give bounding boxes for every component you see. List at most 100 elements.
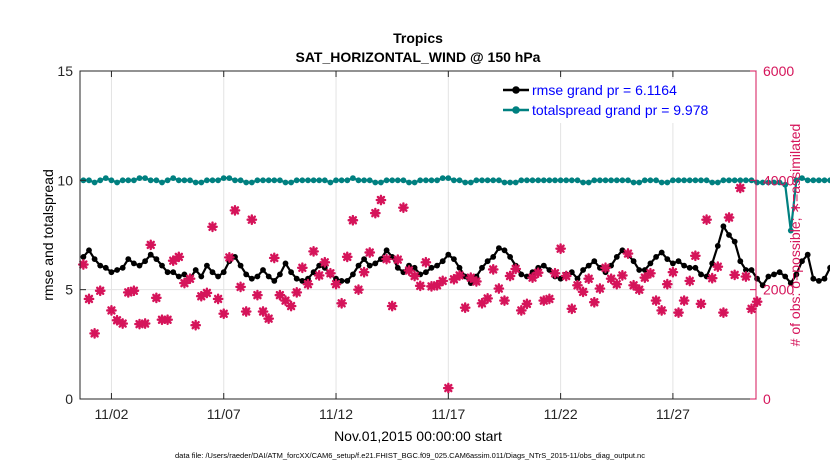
totalspread-point-125 xyxy=(782,181,789,188)
totalspread-point-26 xyxy=(226,175,233,182)
obs-marker-4 xyxy=(106,305,117,316)
obs-marker-85 xyxy=(560,270,572,282)
totalspread-point-23 xyxy=(209,177,216,184)
legend-rmse-marker xyxy=(512,86,520,94)
totalspread-point-123 xyxy=(771,179,777,186)
rmse-point-123 xyxy=(771,271,777,278)
totalspread-point-31 xyxy=(254,177,261,184)
obs-marker-108 xyxy=(689,250,701,262)
totalspread-point-117 xyxy=(737,177,744,184)
totalspread-point-8 xyxy=(125,177,132,184)
rmse-point-49 xyxy=(355,262,362,269)
rmse-point-16 xyxy=(170,269,177,276)
obs-marker-42 xyxy=(319,256,331,268)
obs-marker-61 xyxy=(426,280,437,292)
obs-marker-56 xyxy=(398,202,409,214)
obs-marker-20 xyxy=(195,290,207,302)
x-tick-label-4: 11/22 xyxy=(544,406,578,422)
obs-marker-12 xyxy=(150,292,162,304)
rmse-point-5 xyxy=(108,269,115,276)
rmse-point-95 xyxy=(613,254,620,260)
totalspread-point-79 xyxy=(524,177,530,184)
obs-marker-103 xyxy=(661,278,673,290)
rmse-point-89 xyxy=(580,267,586,273)
obs-marker-21 xyxy=(201,287,213,299)
totalspread-point-131 xyxy=(816,177,822,184)
obs-marker-13 xyxy=(156,314,168,326)
totalspread-point-62 xyxy=(428,177,435,184)
rmse-point-15 xyxy=(164,269,171,276)
totalspread-point-99 xyxy=(636,179,643,186)
obs-marker-80 xyxy=(532,267,544,279)
totalspread-point-91 xyxy=(591,177,598,184)
totalspread-point-38 xyxy=(293,177,300,184)
obs-marker-65 xyxy=(448,273,460,285)
obs-marker-84 xyxy=(555,243,567,255)
totalspread-point-55 xyxy=(389,177,396,184)
totalspread-point-132 xyxy=(821,177,828,184)
obs-marker-75 xyxy=(504,270,516,282)
rmse-point-75 xyxy=(501,247,508,254)
totalspread-point-93 xyxy=(602,177,609,184)
totalspread-point-5 xyxy=(108,177,115,184)
totalspread-point-42 xyxy=(316,177,323,184)
rmse-point-101 xyxy=(647,260,654,267)
totalspread-point-68 xyxy=(462,179,469,186)
totalspread-point-73 xyxy=(490,177,497,184)
rmse-point-74 xyxy=(496,245,502,252)
obs-marker-48 xyxy=(353,284,364,296)
obs-marker-19 xyxy=(190,319,202,331)
totalspread-point-78 xyxy=(518,177,525,184)
rmse-point-131 xyxy=(816,278,822,284)
obs-marker-94 xyxy=(611,278,623,290)
rmse-point-34 xyxy=(271,278,278,284)
obs-marker-95 xyxy=(616,270,628,281)
rmse-point-59 xyxy=(411,264,418,271)
totalspread-point-104 xyxy=(664,179,671,186)
totalspread-point-1 xyxy=(86,177,92,184)
totalspread-point-122 xyxy=(765,179,772,186)
rmse-point-117 xyxy=(737,258,744,265)
rmse-point-106 xyxy=(675,258,682,265)
rmse-point-29 xyxy=(243,271,250,278)
obs-marker-2 xyxy=(89,328,100,339)
totalspread-point-90 xyxy=(585,179,592,186)
totalspread-point-66 xyxy=(451,177,457,184)
rmse-point-121 xyxy=(759,282,766,289)
rmse-point-110 xyxy=(698,271,704,278)
obs-marker-72 xyxy=(487,264,499,275)
totalspread-point-100 xyxy=(641,177,648,184)
rmse-point-54 xyxy=(383,247,390,254)
obs-marker-63 xyxy=(437,275,449,287)
rmse-point-127 xyxy=(793,271,800,278)
obs-marker-50 xyxy=(364,247,376,258)
totalspread-point-33 xyxy=(265,177,272,184)
legend-totalspread-label: totalspread grand pr = 9.978 xyxy=(532,102,709,118)
totalspread-point-124 xyxy=(776,179,783,186)
obs-marker-59 xyxy=(414,280,426,292)
legend: rmse grand pr = 6.1164 totalspread grand… xyxy=(497,79,744,123)
obs-marker-9 xyxy=(134,318,145,330)
rmse-point-39 xyxy=(299,278,306,284)
totalspread-point-107 xyxy=(681,177,687,184)
totalspread-point-105 xyxy=(670,177,676,184)
obs-marker-6 xyxy=(117,318,129,329)
y-tick-label-1: 5 xyxy=(65,282,73,298)
totalspread-point-36 xyxy=(282,179,289,186)
totalspread-point-130 xyxy=(810,177,817,184)
obs-marker-54 xyxy=(386,300,398,312)
obs-marker-17 xyxy=(179,277,190,289)
rmse-point-35 xyxy=(277,271,283,278)
rmse-point-33 xyxy=(265,273,272,280)
totalspread-point-12 xyxy=(147,177,154,184)
rmse-point-25 xyxy=(220,269,227,276)
totalspread-point-27 xyxy=(232,177,238,184)
y-tick-label-2: 10 xyxy=(57,172,73,188)
obs-marker-45 xyxy=(336,297,348,309)
obs-marker-18 xyxy=(184,273,196,285)
obs-marker-40 xyxy=(308,246,319,257)
obs-marker-46 xyxy=(341,251,353,263)
obs-marker-69 xyxy=(470,276,482,287)
obs-marker-78 xyxy=(521,298,533,310)
rmse-point-108 xyxy=(686,264,693,271)
